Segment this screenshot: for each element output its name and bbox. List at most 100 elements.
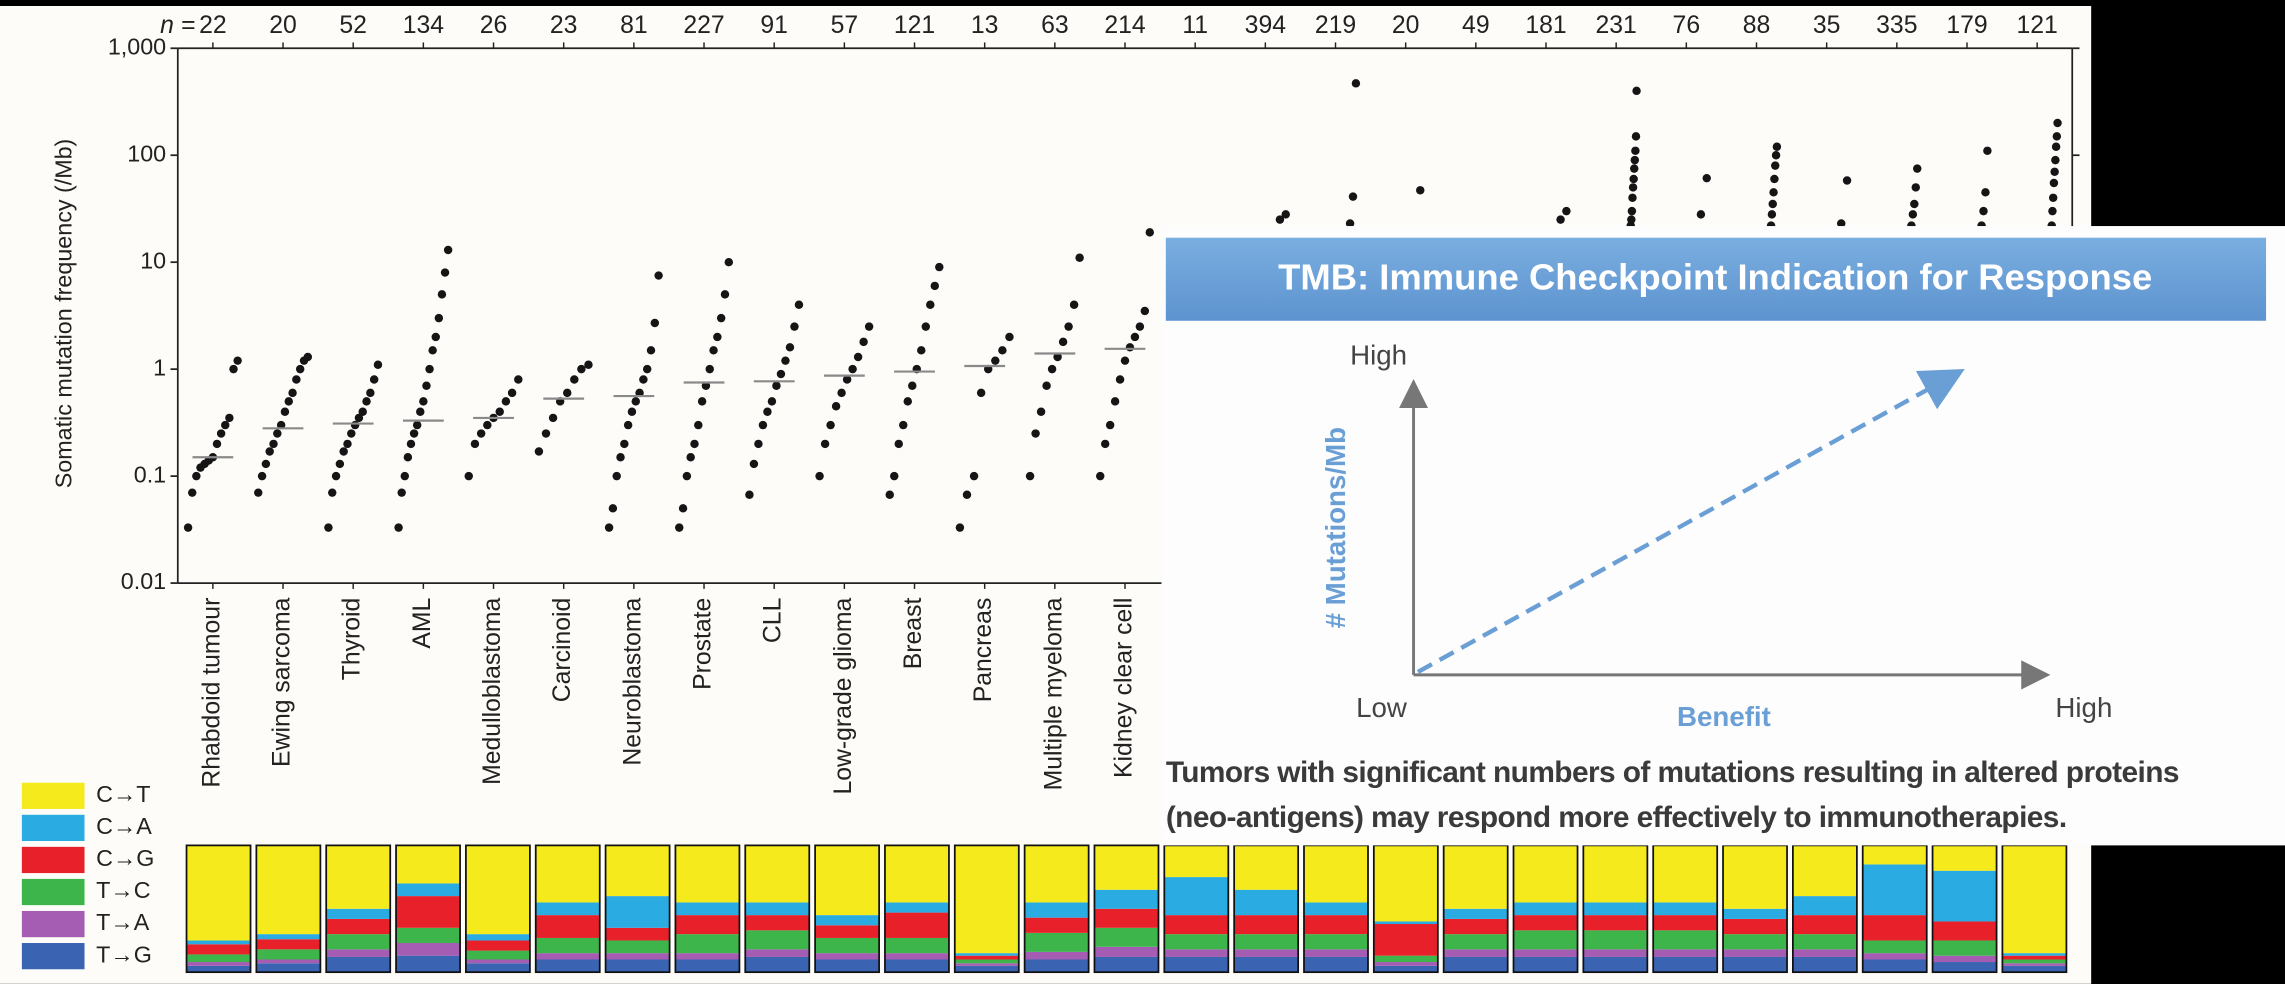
data-point	[1131, 333, 1139, 341]
data-point	[192, 472, 200, 480]
legend-swatch	[22, 815, 85, 841]
spectrum-segment	[1933, 940, 1997, 955]
spectrum-segment	[1723, 845, 1787, 908]
spectrum-segment	[187, 962, 251, 966]
data-point	[698, 397, 706, 405]
data-point	[304, 353, 312, 361]
spectrum-segment	[187, 966, 251, 972]
x-tick-label: Pancreas	[970, 598, 997, 703]
spectrum-segment	[396, 943, 460, 956]
data-point	[679, 504, 687, 512]
spectrum-segment	[1164, 934, 1228, 949]
y-high-label: High	[1350, 340, 1407, 371]
data-point	[935, 263, 943, 271]
spectrum-segment	[675, 845, 739, 902]
data-point	[1630, 164, 1638, 172]
spectrum-segment	[1723, 919, 1787, 934]
spectrum-segment	[1723, 957, 1787, 972]
spectrum-segment	[466, 959, 530, 963]
data-point	[675, 523, 683, 531]
spectrum-segment	[1025, 959, 1089, 972]
spectrum-segment	[1374, 956, 1438, 962]
spectrum-segment	[1304, 934, 1368, 949]
data-point	[1912, 183, 1920, 191]
data-point	[438, 290, 446, 298]
spectrum-segment	[1793, 845, 1857, 896]
data-point	[620, 440, 628, 448]
data-point	[886, 490, 894, 498]
spectrum-segment	[1025, 902, 1089, 917]
n-count: 231	[1596, 12, 1637, 39]
n-count: 134	[403, 12, 445, 39]
spectrum-segment	[1164, 957, 1228, 972]
spectrum-segment	[326, 957, 390, 972]
data-point	[444, 246, 452, 254]
data-point	[410, 429, 418, 437]
spectrum-segment	[1304, 915, 1368, 934]
spectrum-segment	[1583, 902, 1647, 915]
data-point	[416, 407, 424, 415]
data-point	[1632, 132, 1640, 140]
spectrum-segment	[1583, 930, 1647, 949]
data-point	[1070, 301, 1078, 309]
spectrum-segment	[256, 949, 320, 959]
data-point	[225, 414, 233, 422]
data-point	[1146, 228, 1154, 236]
spectrum-segment	[1583, 957, 1647, 972]
data-point	[612, 472, 620, 480]
n-count: 181	[1525, 12, 1566, 39]
n-count: 214	[1104, 12, 1146, 39]
data-point	[651, 319, 659, 327]
n-count: 26	[480, 12, 508, 39]
spectrum-segment	[1514, 949, 1578, 957]
spectrum-segment	[256, 959, 320, 963]
data-point	[763, 407, 771, 415]
spectrum-segment	[1234, 845, 1298, 889]
caption-line: (neo-antigens) may respond more effectiv…	[1166, 801, 2067, 834]
spectrum-segment	[1863, 953, 1927, 959]
data-point	[359, 407, 367, 415]
data-point	[1913, 164, 1921, 172]
n-count: 52	[339, 12, 367, 39]
spectrum-segment	[885, 913, 949, 938]
data-point	[647, 346, 655, 354]
data-point	[563, 389, 571, 397]
data-point	[754, 440, 762, 448]
spectrum-segment	[1164, 915, 1228, 934]
spectrum-segment	[1444, 845, 1508, 908]
spectrum-segment	[955, 953, 1019, 956]
spectrum-segment	[256, 845, 320, 934]
spectrum-segment	[396, 956, 460, 972]
spectrum-segment	[1234, 949, 1298, 957]
data-point	[1126, 343, 1134, 351]
spectrum-segment	[1164, 949, 1228, 957]
spectrum-segment	[1374, 845, 1438, 921]
spectrum-segment	[1234, 934, 1298, 949]
data-point	[904, 397, 912, 405]
concept-y-label: # Mutations/Mb	[1320, 427, 1351, 628]
spectrum-segment	[1094, 845, 1158, 889]
spectrum-segment	[256, 934, 320, 939]
data-point	[366, 389, 374, 397]
spectrum-segment	[606, 953, 670, 959]
data-point	[1910, 200, 1918, 208]
data-point	[859, 338, 867, 346]
data-point	[1983, 147, 1991, 155]
spectrum-segment	[1653, 845, 1717, 902]
spectrum-segment	[1723, 949, 1787, 957]
data-point	[542, 429, 550, 437]
data-point	[1349, 192, 1357, 200]
spectrum-segment	[955, 966, 1019, 972]
data-point	[772, 381, 780, 389]
spectrum-segment	[466, 963, 530, 972]
spectrum-segment	[256, 939, 320, 949]
spectrum-segment	[396, 883, 460, 896]
spectrum-segment	[1164, 877, 1228, 915]
n-count: 20	[1392, 12, 1420, 39]
data-point	[465, 472, 473, 480]
legend-swatch	[22, 911, 85, 937]
data-point	[1981, 188, 1989, 196]
spectrum-segment	[1374, 921, 1438, 924]
spectrum-segment	[1583, 949, 1647, 957]
spectrum-segment	[326, 934, 390, 949]
